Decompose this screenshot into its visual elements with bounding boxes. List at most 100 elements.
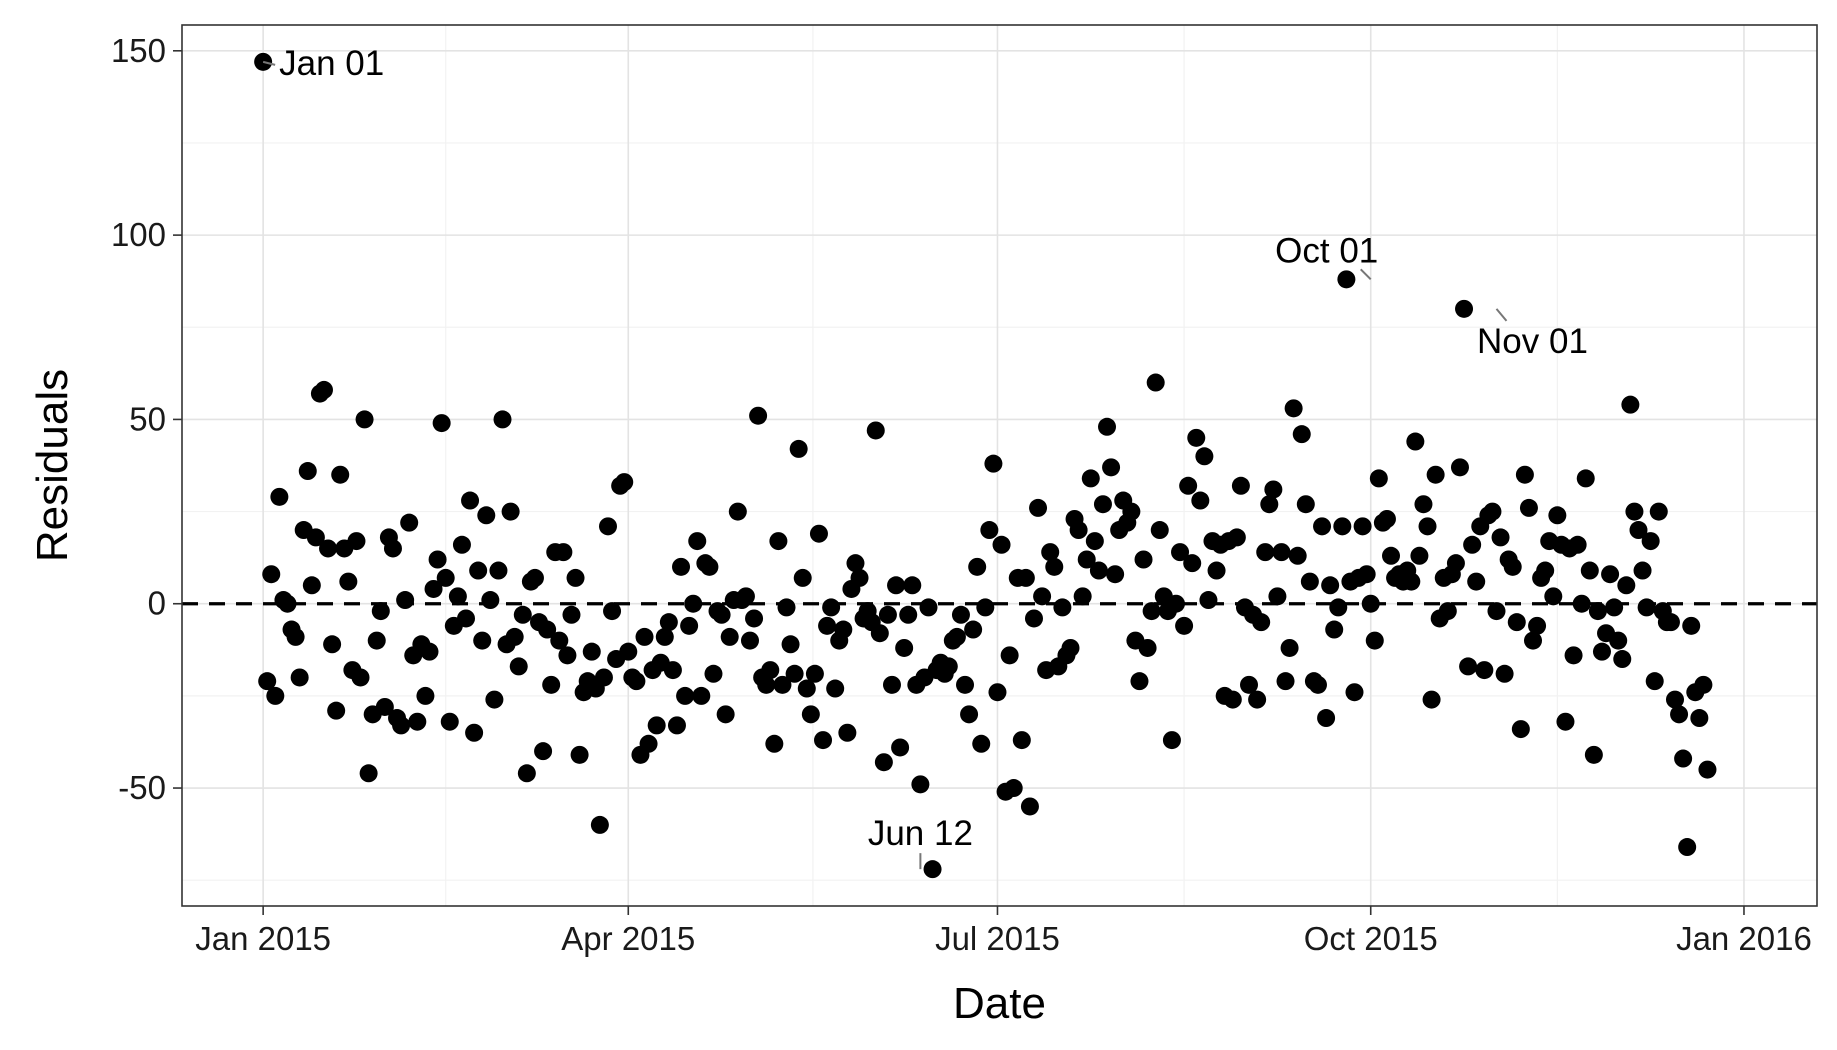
data-point: [383, 539, 402, 558]
data-point: [331, 465, 350, 484]
data-point: [481, 591, 500, 610]
x-tick-label: Jan 2016: [1676, 920, 1812, 957]
data-point: [663, 661, 682, 680]
data-point: [550, 631, 569, 650]
data-point: [428, 550, 447, 569]
data-point: [680, 616, 699, 635]
data-point: [1345, 683, 1364, 702]
data-point: [1601, 565, 1620, 584]
data-point: [1674, 749, 1693, 768]
data-point: [1491, 528, 1510, 547]
data-point: [1292, 425, 1311, 444]
data-point: [757, 675, 776, 694]
data-point: [1016, 568, 1035, 587]
data-point: [266, 686, 285, 705]
data-point: [1191, 491, 1210, 510]
data-point: [286, 627, 305, 646]
data-point: [1195, 447, 1214, 466]
data-point: [452, 535, 471, 554]
data-point: [501, 502, 520, 521]
data-point: [781, 635, 800, 654]
data-point: [347, 532, 366, 551]
data-point: [339, 572, 358, 591]
data-point: [777, 598, 796, 617]
annotation-label: Jun 12: [868, 814, 973, 853]
data-point: [834, 620, 853, 639]
data-point: [1377, 509, 1396, 528]
data-point: [558, 646, 577, 665]
data-point: [1061, 638, 1080, 657]
data-point: [773, 675, 792, 694]
data-point: [1138, 638, 1157, 657]
data-point: [765, 734, 784, 753]
data-point: [1446, 554, 1465, 573]
data-point: [473, 631, 492, 650]
data-point: [367, 631, 386, 650]
data-point: [1264, 480, 1283, 499]
data-point: [298, 462, 317, 481]
data-point: [351, 668, 370, 687]
data-point: [1162, 731, 1181, 750]
data-point: [805, 664, 824, 683]
data-point: [627, 672, 646, 691]
data-point: [1588, 602, 1607, 621]
data-point: [1463, 535, 1482, 554]
data-point: [1252, 613, 1271, 632]
data-point: [396, 591, 415, 610]
data-point: [538, 620, 557, 639]
data-point: [493, 410, 512, 429]
data-point: [416, 686, 435, 705]
data-point: [923, 860, 942, 879]
data-point: [1033, 587, 1052, 606]
data-point: [1284, 399, 1303, 418]
data-point: [1317, 709, 1336, 728]
data-point: [1300, 572, 1319, 591]
x-tick-label: Apr 2015: [561, 920, 695, 957]
data-point: [980, 521, 999, 540]
data-point: [818, 616, 837, 635]
data-point: [1609, 631, 1628, 650]
data-point: [1353, 517, 1372, 536]
data-point: [1337, 270, 1356, 289]
data-point: [899, 605, 918, 624]
data-point: [992, 535, 1011, 554]
data-point: [1020, 797, 1039, 816]
data-point: [517, 764, 536, 783]
data-point: [1544, 587, 1563, 606]
data-point: [1511, 720, 1530, 739]
data-point: [700, 557, 719, 576]
data-point: [619, 642, 638, 661]
data-point: [1382, 546, 1401, 565]
data-point: [947, 627, 966, 646]
data-point: [814, 731, 833, 750]
data-point: [505, 627, 524, 646]
data-point: [1682, 616, 1701, 635]
data-point: [408, 712, 427, 731]
data-point: [1666, 690, 1685, 709]
data-point: [1487, 602, 1506, 621]
data-point: [1576, 469, 1595, 488]
data-point: [1524, 631, 1543, 650]
data-point: [327, 701, 346, 720]
data-point: [761, 661, 780, 680]
data-point: [826, 679, 845, 698]
y-tick-label: 150: [111, 32, 166, 69]
data-point: [1661, 613, 1680, 632]
data-point: [1179, 476, 1198, 495]
data-point: [270, 487, 289, 506]
data-point: [554, 543, 573, 562]
data-point: [692, 686, 711, 705]
data-point: [1085, 532, 1104, 551]
data-point: [882, 675, 901, 694]
y-tick-label: 100: [111, 216, 166, 253]
data-point: [1592, 642, 1611, 661]
data-point: [822, 598, 841, 617]
annotation-label: Oct 01: [1275, 231, 1378, 270]
data-point: [323, 635, 342, 654]
data-point: [1089, 561, 1108, 580]
data-point: [956, 675, 975, 694]
data-point: [740, 631, 759, 650]
data-point: [1568, 535, 1587, 554]
data-point: [1029, 498, 1048, 517]
